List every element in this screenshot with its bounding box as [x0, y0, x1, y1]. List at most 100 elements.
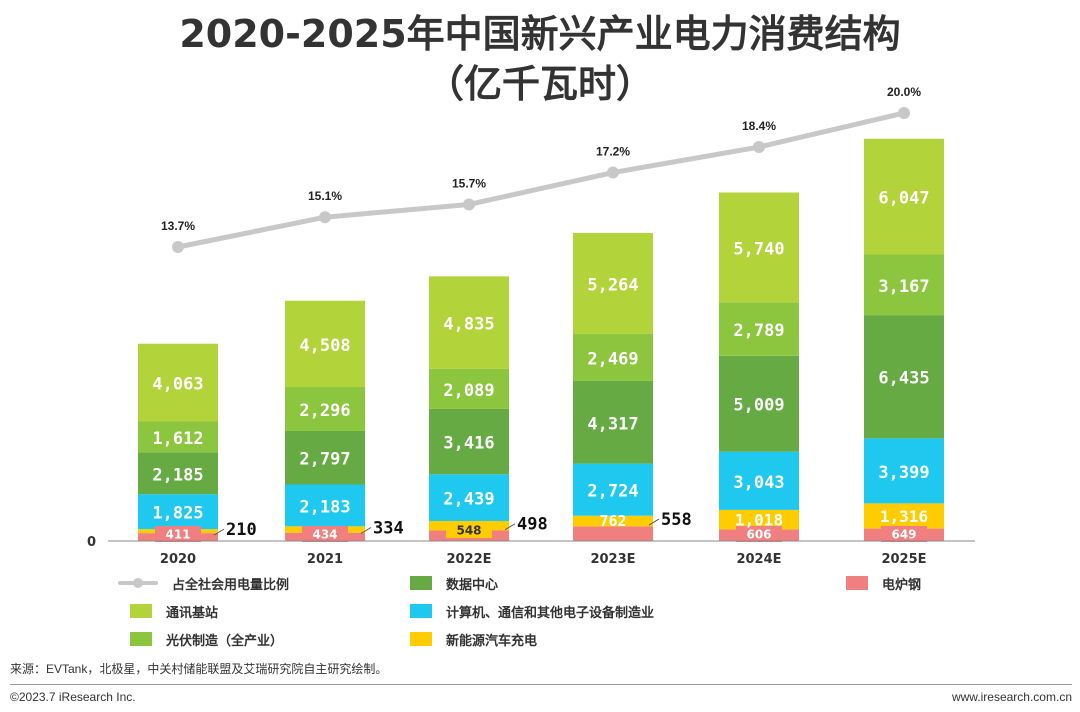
data-label: 1,316 — [880, 507, 928, 526]
source-note: 来源：EVTank，北极星，中关村储能联盟及艾瑞研究院自主研究绘制。 — [10, 662, 388, 676]
data-label: 1,825 — [152, 504, 203, 524]
data-label: 558 — [661, 510, 692, 530]
data-label: 2,183 — [299, 497, 350, 517]
data-label: 762 — [599, 512, 626, 530]
data-label: 1,018 — [735, 511, 783, 530]
data-label: 5,009 — [733, 396, 784, 416]
data-label: 2,185 — [152, 465, 203, 485]
y-axis-zero-label: 0 — [87, 535, 96, 550]
legend-label: 占全社会用电量比例 — [172, 577, 290, 593]
legend-swatch — [410, 576, 432, 590]
bar-segment — [719, 355, 799, 452]
ratio-label: 17.2% — [596, 145, 630, 159]
bar-segment — [573, 232, 653, 334]
bar-segment — [573, 380, 653, 464]
ratio-point — [607, 166, 619, 179]
bar-segment — [573, 333, 653, 381]
data-label: 2,439 — [443, 490, 494, 510]
bar-segment — [719, 302, 799, 356]
data-label-leader — [360, 527, 372, 534]
data-label: 4,835 — [443, 315, 494, 335]
ratio-point — [463, 198, 475, 211]
data-label: 4,317 — [587, 414, 638, 434]
data-label: 2,797 — [299, 450, 350, 470]
data-label-box — [302, 526, 348, 542]
bar-segment — [429, 474, 509, 521]
bar-segment — [138, 452, 218, 495]
legend-swatch — [410, 604, 432, 618]
legend-label: 数据中心 — [446, 577, 499, 593]
bar-segment — [864, 254, 944, 316]
legend-item-ev-charging: 新能源汽车充电 — [410, 630, 538, 649]
data-label: 334 — [373, 518, 404, 538]
x-tick-label: 2023E — [590, 552, 635, 567]
bar-segment — [285, 387, 365, 431]
bar-segment — [285, 484, 365, 527]
legend-item-base-station: 通讯基站 — [130, 602, 218, 621]
data-label: 2,724 — [587, 482, 638, 502]
legend-item-pv: 光伏制造（全产业） — [130, 630, 284, 649]
x-tick-label: 2020 — [160, 552, 196, 567]
bar-segment — [864, 315, 944, 439]
legend-label: 电炉钢 — [882, 577, 922, 593]
legend-label: 光伏制造（全产业） — [166, 633, 284, 649]
chart-title: 2020-2025年中国新兴产业电力消费结构 — [179, 12, 901, 56]
legend-item-furnace-steel: 电炉钢 — [846, 574, 922, 593]
data-label: 2,789 — [733, 321, 784, 341]
data-label: 548 — [456, 523, 481, 537]
bar-segment — [864, 438, 944, 504]
chart-title-unit: （亿千瓦时） — [425, 62, 654, 106]
data-label: 3,399 — [878, 463, 929, 483]
copyright: ©2023.7 iResearch Inc. — [10, 690, 136, 704]
ratio-label: 15.7% — [452, 176, 486, 190]
bar-segment — [138, 494, 218, 530]
bar-segment — [573, 463, 653, 516]
data-label: 5,740 — [733, 239, 784, 259]
data-label: 6,047 — [878, 189, 929, 209]
ratio-label: 20.0% — [887, 85, 921, 99]
x-tick-label: 2024E — [736, 552, 781, 567]
data-label: 649 — [891, 528, 916, 542]
footer-divider — [10, 684, 1072, 685]
data-label-box — [155, 526, 201, 542]
legend-swatch — [410, 632, 432, 646]
legend-swatch — [846, 576, 868, 590]
data-label: 2,296 — [299, 401, 350, 421]
bar-segment — [719, 192, 799, 303]
ratio-point — [319, 211, 331, 224]
data-label-box — [736, 526, 782, 542]
data-label: 3,043 — [733, 473, 784, 493]
ratio-label: 13.7% — [161, 219, 195, 233]
data-label: 3,416 — [443, 434, 494, 454]
bar-segment — [719, 451, 799, 510]
x-tick-label: 2025E — [881, 552, 926, 567]
x-tick-label: 2021 — [307, 552, 343, 567]
data-label-box — [446, 521, 492, 538]
bar-segment — [285, 300, 365, 388]
legend-item-datacenter: 数据中心 — [410, 574, 499, 593]
data-label: 4,063 — [152, 375, 203, 395]
data-label: 4,508 — [299, 336, 350, 356]
legend-item-ratio: 占全社会用电量比例 — [118, 574, 290, 593]
data-label-box — [881, 526, 927, 542]
legend-label: 新能源汽车充电 — [446, 633, 538, 649]
data-label-leader — [504, 523, 516, 531]
data-label: 2,469 — [587, 349, 638, 369]
bar-segment — [138, 343, 218, 422]
ratio-line — [177, 110, 905, 250]
data-label: 606 — [746, 528, 771, 542]
data-label: 411 — [165, 528, 190, 542]
data-label: 2,089 — [443, 381, 494, 401]
bar-segment — [429, 276, 509, 369]
bar-segment — [864, 503, 944, 529]
data-label-leader — [648, 518, 660, 526]
ratio-label: 15.1% — [308, 189, 342, 203]
legend-line-marker — [118, 576, 158, 590]
x-tick-label: 2022E — [446, 552, 491, 567]
data-label-leader — [213, 528, 225, 536]
ratio-label: 18.4% — [742, 119, 776, 133]
legend-item-electronics: 计算机、通信和其他电子设备制造业 — [410, 602, 655, 621]
legend-label: 计算机、通信和其他电子设备制造业 — [446, 605, 655, 621]
bar-segment — [285, 430, 365, 485]
